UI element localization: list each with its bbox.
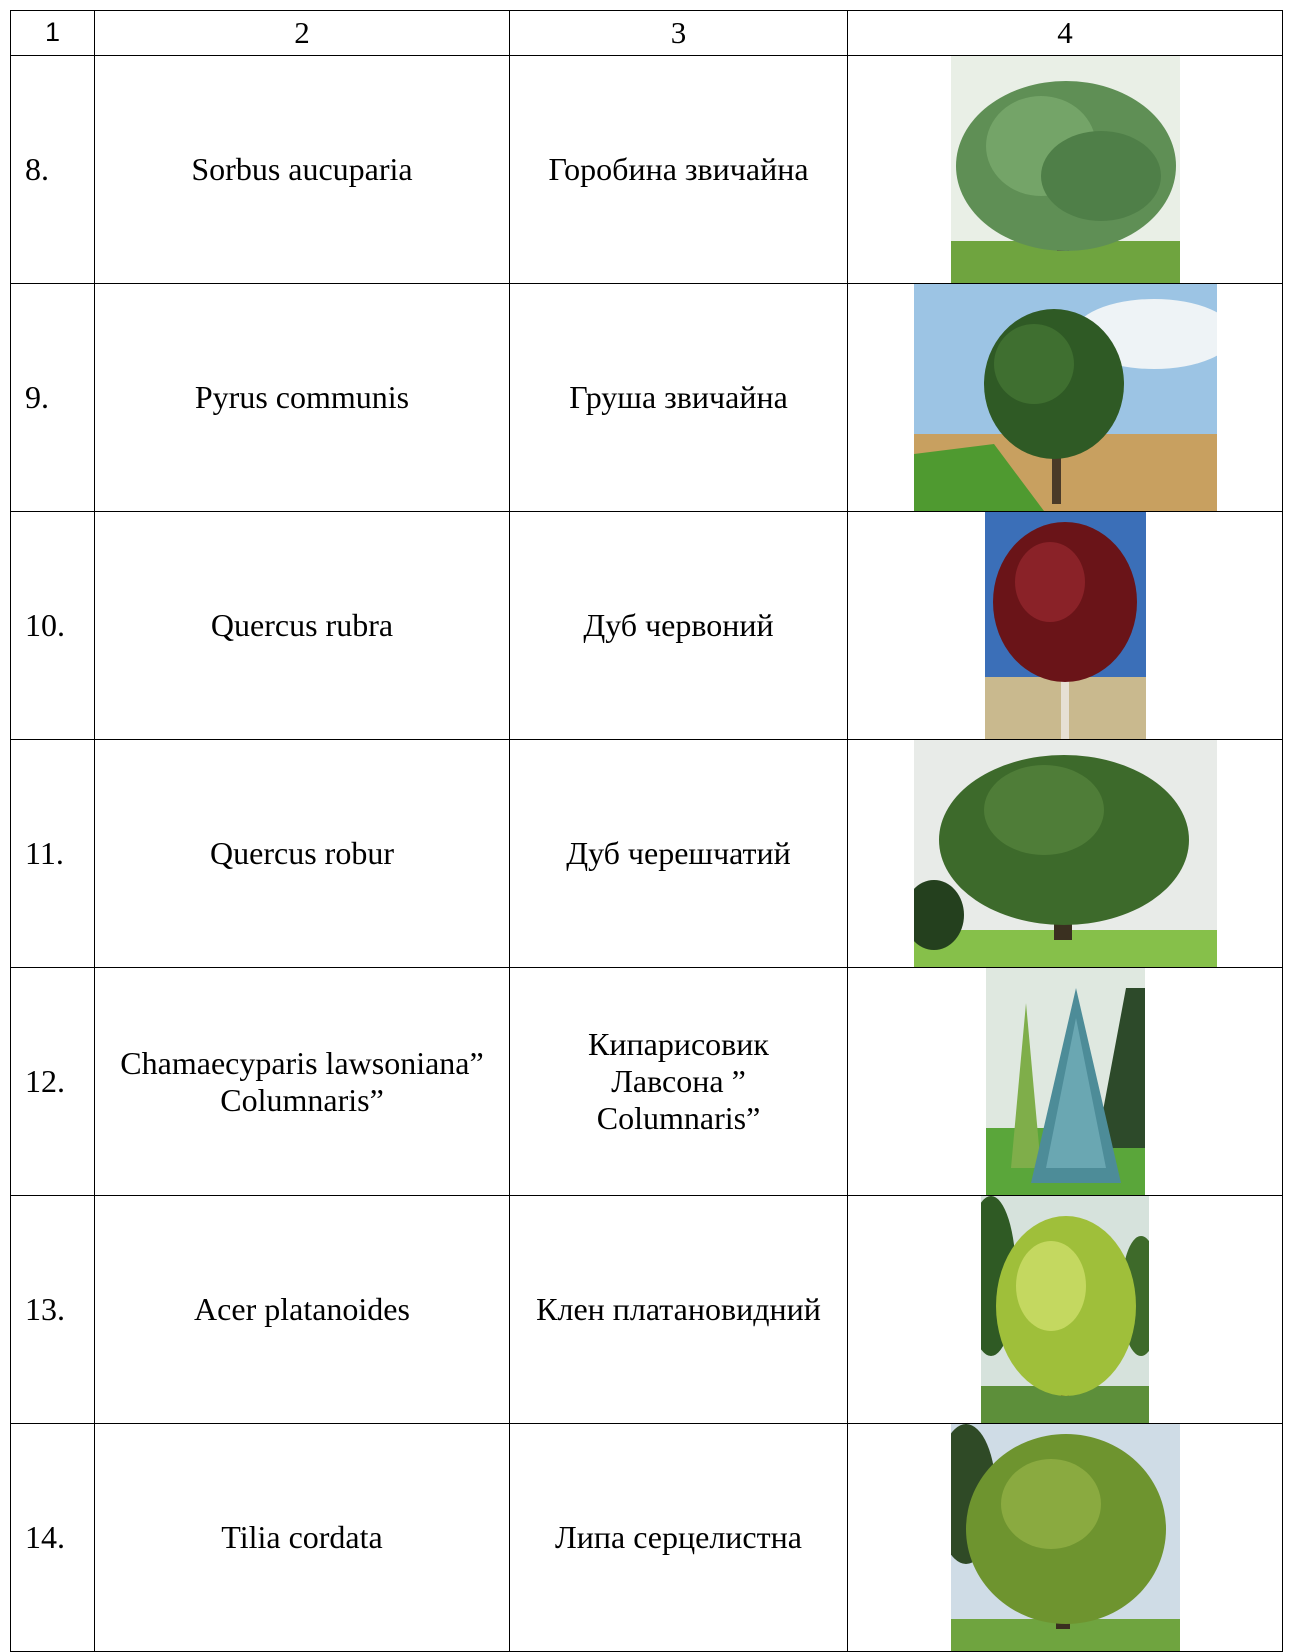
latin-name: Chamaecyparis lawsoniana” Columnaris”: [94, 967, 510, 1196]
row-number: 13.: [10, 1195, 95, 1424]
header-cell: 1: [10, 10, 95, 56]
tree-photo: [985, 968, 1145, 1195]
tree-photo: [984, 512, 1146, 739]
table-row: 10. Quercus rubra Дуб червоний: [10, 511, 1283, 740]
common-name: Груша звичайна: [509, 283, 848, 512]
photo-cell: [847, 55, 1283, 284]
row-number: 8.: [10, 55, 95, 284]
common-name: Дуб червоний: [509, 511, 848, 740]
common-name: Липа серцелистна: [509, 1423, 848, 1652]
latin-name: Sorbus aucuparia: [94, 55, 510, 284]
tree-photo: [950, 1424, 1180, 1651]
latin-name: Pyrus communis: [94, 283, 510, 512]
photo-cell: [847, 967, 1283, 1196]
tree-photo: [981, 1196, 1149, 1423]
latin-name: Quercus robur: [94, 739, 510, 968]
table-row: 9. Pyrus communis Груша звичайна: [10, 283, 1283, 512]
table-row: 11. Quercus robur Дуб черешчатий: [10, 739, 1283, 968]
tree-photo: [913, 284, 1217, 511]
table-row: 14. Tilia cordata Липа серцелистна: [10, 1423, 1283, 1652]
latin-name: Tilia cordata: [94, 1423, 510, 1652]
row-number: 11.: [10, 739, 95, 968]
row-number: 12.: [10, 967, 95, 1196]
tree-photo: [950, 56, 1180, 283]
table-row: 8. Sorbus aucuparia Горобина звичайна: [10, 55, 1283, 284]
photo-cell: [847, 1423, 1283, 1652]
species-table: 1 2 3 4 8. Sorbus aucuparia Горобина зви…: [10, 10, 1283, 1652]
row-number: 10.: [10, 511, 95, 740]
latin-name: Quercus rubra: [94, 511, 510, 740]
common-name: Дуб черешчатий: [509, 739, 848, 968]
header-cell: 2: [94, 10, 510, 56]
row-number: 14.: [10, 1423, 95, 1652]
tree-photo: [913, 740, 1217, 967]
common-name: Горобина звичайна: [509, 55, 848, 284]
header-row: 1 2 3 4: [10, 10, 1283, 56]
photo-cell: [847, 283, 1283, 512]
header-cell: 4: [847, 10, 1283, 56]
photo-cell: [847, 511, 1283, 740]
row-number: 9.: [10, 283, 95, 512]
latin-name: Acer platanoides: [94, 1195, 510, 1424]
table-row: 12. Chamaecyparis lawsoniana” Columnaris…: [10, 967, 1283, 1196]
header-cell: 3: [509, 10, 848, 56]
common-name: Клен платановидний: [509, 1195, 848, 1424]
photo-cell: [847, 739, 1283, 968]
common-name: Кипарисовик Лавсона ” Columnaris”: [509, 967, 848, 1196]
photo-cell: [847, 1195, 1283, 1424]
table-row: 13. Acer platanoides Клен платановидний: [10, 1195, 1283, 1424]
